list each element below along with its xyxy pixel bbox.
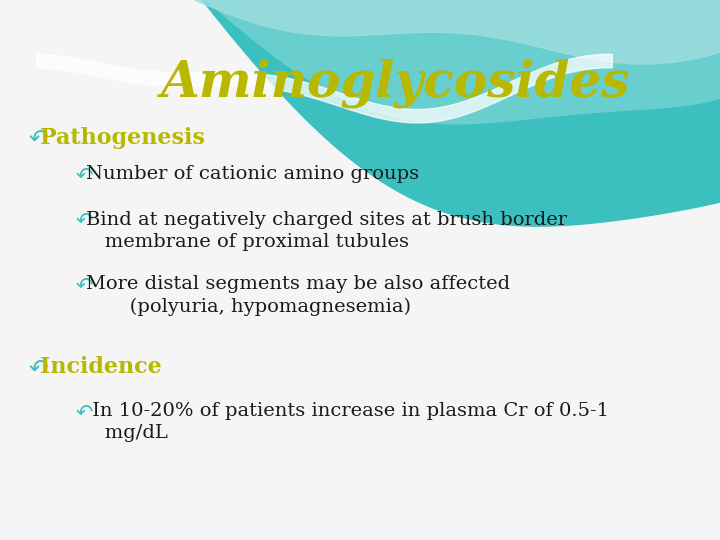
Text: More distal segments may be also affected
       (polyuria, hypomagnesemia): More distal segments may be also affecte… (86, 275, 510, 316)
Text: Number of cationic amino groups: Number of cationic amino groups (86, 165, 420, 183)
Text: ↶: ↶ (76, 165, 93, 185)
Text: ↶: ↶ (29, 356, 48, 380)
Text: Aminoglycosides: Aminoglycosides (161, 59, 631, 109)
Text: Incidence: Incidence (40, 356, 161, 379)
Text: ↶: ↶ (76, 402, 93, 422)
Text: ↶: ↶ (76, 211, 93, 231)
Text: Pathogenesis: Pathogenesis (40, 127, 204, 149)
Text: In 10-20% of patients increase in plasma Cr of 0.5-1
   mg/dL: In 10-20% of patients increase in plasma… (86, 402, 609, 442)
Text: ↶: ↶ (29, 127, 48, 151)
Text: ↶: ↶ (76, 275, 93, 295)
Text: Bind at negatively charged sites at brush border
   membrane of proximal tubules: Bind at negatively charged sites at brus… (86, 211, 567, 251)
